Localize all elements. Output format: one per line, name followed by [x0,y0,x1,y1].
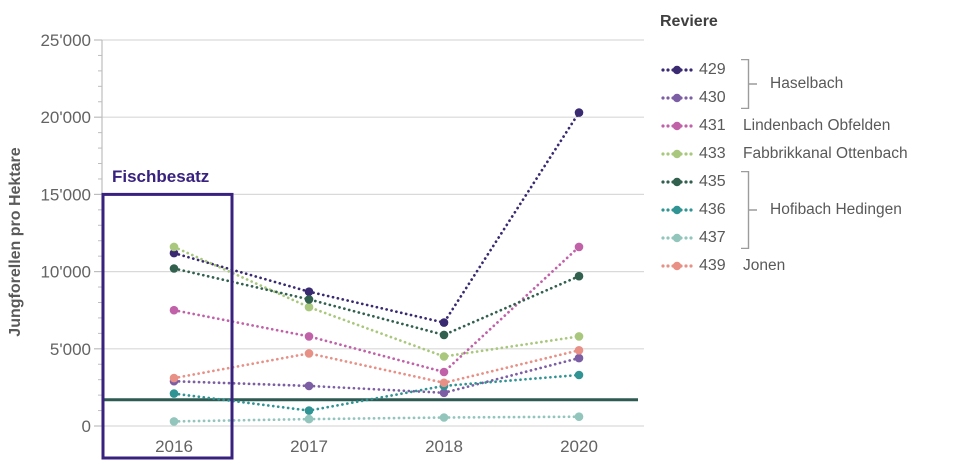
legend-title: Reviere [660,13,718,30]
legend-group-bracket [741,171,757,249]
legend-series-id: 435 [699,173,726,190]
series-line-437 [172,415,581,423]
y-tick-label: 10'000 [40,263,91,282]
data-point-433-2020 [574,332,584,341]
annotation-box [101,192,234,460]
legend-marker-icon [661,149,693,159]
data-point-436-2016 [169,389,179,398]
series-line-429 [172,111,581,325]
data-point-433-2016 [169,242,179,252]
data-point-433-2018 [439,352,449,361]
legend-marker-icon [661,233,693,243]
annotation-label: Fischbesatz [112,167,210,186]
x-tick-label: 2018 [425,437,463,456]
series-line-433 [172,245,581,358]
legend-series-id: 437 [699,229,726,246]
legend-item-437: 437 [660,224,737,252]
data-point-439-2016 [169,373,179,383]
series-line-439 [172,348,581,385]
legend-marker-icon [661,121,693,131]
data-point-435-2016 [169,264,179,273]
data-point-429-2018 [439,318,449,327]
data-point-436-2017 [304,406,314,415]
legend: Reviere 429 430 431 Lindenbach Obfelden 433 F… [660,0,960,466]
legend-group-label: Fabbrikkanal Ottenbach [743,145,908,162]
data-point-437-2017 [304,414,314,424]
data-point-430-2018 [439,388,449,398]
legend-marker-icon [661,65,693,75]
legend-item-435: 435 [660,168,737,196]
legend-item-439: 439 Jonen [660,252,785,280]
y-tick-label: 20'000 [40,108,91,127]
series-line-436 [172,373,581,412]
legend-group-label: Hofibach Hedingen [770,201,902,218]
data-point-435-2020 [574,271,584,281]
series-line-431 [172,245,581,374]
data-point-431-2016 [169,305,179,315]
y-tick-label: 25'000 [40,31,91,50]
data-point-431-2020 [574,242,584,252]
legend-series-id: 430 [699,89,726,106]
data-point-429-2017 [304,287,314,297]
legend-item-431: 431 Lindenbach Obfelden [660,112,890,140]
data-point-439-2018 [439,378,449,388]
data-point-437-2018 [439,413,449,422]
legend-series-id: 433 [699,145,726,162]
y-tick-label: 0 [82,417,91,436]
y-axis-title: Jungforellen pro Hektare [7,147,24,337]
data-point-429-2020 [574,108,584,117]
x-tick-label: 2017 [290,437,328,456]
data-point-437-2020 [574,412,584,422]
series-line-430 [172,356,581,395]
data-point-435-2018 [439,330,449,340]
legend-group-label: Jonen [743,257,786,274]
legend-group-bracket [741,59,757,109]
legend-series-id: 436 [699,201,726,218]
data-point-437-2016 [169,417,179,426]
x-tick-label: 2020 [560,437,598,456]
data-point-429-2016 [169,248,179,258]
data-point-439-2017 [304,349,314,358]
data-point-430-2017 [304,381,314,391]
legend-series-id: 431 [699,117,726,134]
legend-item-430: 430 [660,84,737,112]
legend-item-436: 436 [660,196,737,224]
legend-marker-icon [661,93,693,103]
legend-marker-icon [661,261,693,271]
legend-marker-icon [661,205,693,215]
legend-series-id: 429 [699,61,726,78]
legend-group-label: Lindenbach Obfelden [743,117,891,134]
data-point-433-2017 [304,302,314,312]
series-line-435 [172,267,581,337]
legend-item-433: 433 Fabbrikkanal Ottenbach [660,140,908,168]
legend-marker-icon [661,177,693,187]
legend-item-429: 429 [660,56,737,84]
data-point-436-2020 [574,370,584,380]
data-point-435-2017 [304,295,314,304]
data-point-431-2018 [439,367,449,377]
y-tick-label: 5'000 [50,340,91,359]
data-point-439-2020 [574,346,584,355]
legend-series-id: 439 [699,257,726,274]
legend-group-label: Haselbach [770,75,844,92]
data-point-430-2020 [574,353,584,363]
y-tick-label: 15'000 [40,185,91,204]
data-point-431-2017 [304,332,314,341]
x-tick-label: 2016 [155,437,193,456]
